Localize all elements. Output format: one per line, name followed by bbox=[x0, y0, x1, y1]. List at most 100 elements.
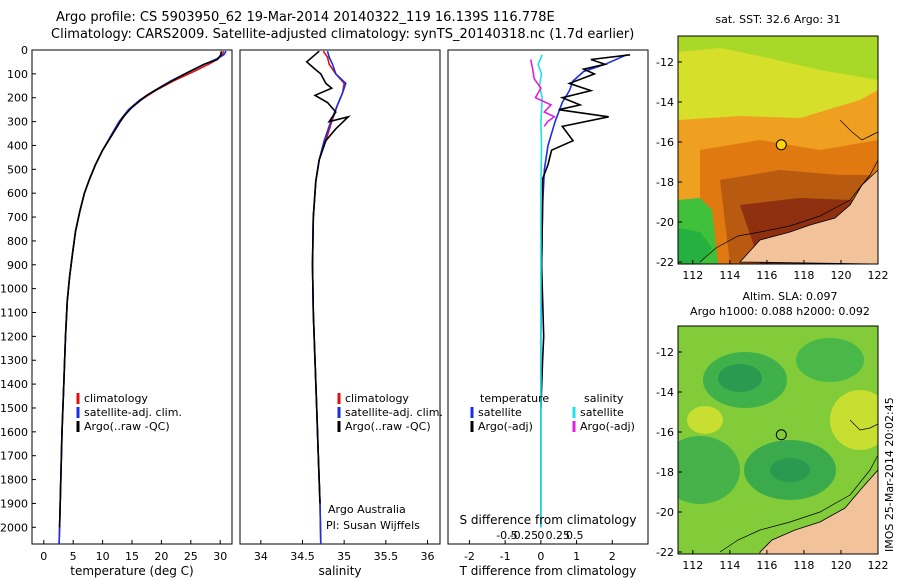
sla-map-panel: Altim. SLA: 0.097 Argo h1000: 0.088 h200… bbox=[656, 290, 889, 572]
lat-tick-label: -20 bbox=[656, 506, 674, 519]
salinity-xlabel: salinity bbox=[318, 564, 361, 578]
lat-tick-label: -12 bbox=[656, 346, 674, 359]
temperature-tick-label: 15 bbox=[125, 550, 139, 563]
lon-tick-label: 114 bbox=[719, 269, 740, 282]
lat-tick-label: -18 bbox=[656, 176, 674, 189]
lat-tick-label: -22 bbox=[656, 546, 674, 559]
s-difference-tick-labels: -0.5-0.25 0 0.250.5 bbox=[496, 529, 583, 542]
t-difference-tick-label: 0 bbox=[537, 550, 544, 563]
series-line-temperature-satellite bbox=[540, 54, 627, 528]
depth-tick-label: 1000 bbox=[0, 283, 28, 296]
lon-tick-label: 112 bbox=[682, 559, 703, 572]
t-difference-tick-label: -1 bbox=[500, 550, 511, 563]
series-line-satellite-adj-clim bbox=[311, 50, 347, 545]
series-line-argo-raw-qc bbox=[58, 51, 223, 528]
t-difference-tick-label: 2 bbox=[609, 550, 616, 563]
depth-tick-label: 600 bbox=[7, 187, 28, 200]
t-difference-x-axis: -2 -1 0 1 2 bbox=[464, 540, 616, 563]
legend-label: Argo(..raw -QC) bbox=[84, 420, 170, 433]
legend-label: Argo(..raw -QC) bbox=[345, 420, 431, 433]
salinity-tick-label: 34.5 bbox=[290, 550, 315, 563]
difference-panel: -2 -1 0 1 2 -0.5-0.25 0 0.250.5 temperaturesat… bbox=[447, 49, 649, 578]
depth-tick-label: 800 bbox=[7, 235, 28, 248]
salinity-x-axis: 34 34.5 35 35.5 36 bbox=[254, 540, 435, 563]
depth-tick-label: 1800 bbox=[0, 474, 28, 487]
sst-map-panel: sat. SST: 32.6 Argo: 31 112 114 116 118 120 1… bbox=[656, 13, 888, 282]
depth-tick-label: 1200 bbox=[0, 330, 28, 343]
temperature-tick-label: 25 bbox=[184, 550, 198, 563]
s-difference-tick-label: -0.5 bbox=[496, 529, 517, 542]
sla-map-lon-axis: 112 114 116 118 120 122 bbox=[682, 550, 889, 572]
legend-label: Argo(-adj) bbox=[478, 420, 533, 433]
s-difference-tick-label: -0.25 bbox=[510, 529, 538, 542]
difference-series bbox=[529, 54, 631, 528]
series-line-salinity-argo-adj bbox=[529, 59, 556, 127]
sla-map-subtitle: Argo h1000: 0.088 h2000: 0.092 bbox=[690, 305, 870, 318]
s-difference-tick-label: 0.25 bbox=[546, 529, 571, 542]
legend-group-title: salinity bbox=[584, 392, 624, 405]
depth-tick-label: 1300 bbox=[0, 354, 28, 367]
series-line-argo-raw-qc bbox=[305, 50, 352, 504]
depth-tick-label: 1600 bbox=[0, 426, 28, 439]
sst-map-title: sat. SST: 32.6 Argo: 31 bbox=[715, 13, 840, 26]
imos-timestamp: IMOS 25-Mar-2014 20:02:45 bbox=[883, 397, 896, 552]
lat-tick-label: -16 bbox=[656, 136, 674, 149]
difference-axes-frame bbox=[447, 49, 649, 545]
lon-tick-label: 116 bbox=[756, 269, 777, 282]
depth-tick-label: 200 bbox=[7, 92, 28, 105]
difference-legend: temperaturesatelliteArgo(-adj)salinitysa… bbox=[470, 392, 635, 433]
depth-tick-label: 1100 bbox=[0, 307, 28, 320]
series-line-temperature-argo-adj bbox=[540, 54, 631, 409]
depth-tick-label: 100 bbox=[7, 68, 28, 81]
s-difference-label: S difference from climatology bbox=[460, 513, 637, 527]
depth-tick-label: 0 bbox=[21, 44, 28, 57]
lon-tick-label: 122 bbox=[868, 269, 889, 282]
temperature-tick-label: 20 bbox=[154, 550, 168, 563]
lon-tick-label: 120 bbox=[830, 269, 851, 282]
lon-tick-label: 120 bbox=[830, 559, 851, 572]
t-difference-xlabel: T difference from climatology bbox=[459, 564, 637, 578]
sla-field bbox=[678, 326, 878, 554]
legend-label: satellite bbox=[478, 406, 522, 419]
sla-map-frame bbox=[677, 325, 879, 555]
annotation-argo-australia: Argo Australia bbox=[328, 503, 406, 516]
lon-tick-label: 118 bbox=[793, 559, 814, 572]
temperature-series bbox=[58, 50, 227, 545]
salinity-tick-label: 34 bbox=[254, 550, 268, 563]
salinity-tick-label: 35.5 bbox=[374, 550, 399, 563]
lon-tick-label: 116 bbox=[756, 559, 777, 572]
depth-tick-label: 2000 bbox=[0, 521, 28, 534]
lat-tick-label: -14 bbox=[656, 96, 674, 109]
salinity-tick-label: 35 bbox=[337, 550, 351, 563]
depth-tick-label: 1900 bbox=[0, 497, 28, 510]
lat-tick-label: -22 bbox=[656, 256, 674, 269]
s-difference-tick-label: 0 bbox=[537, 529, 544, 542]
legend-label: satellite-adj. clim. bbox=[345, 406, 443, 419]
temperature-tick-label: 10 bbox=[96, 550, 110, 563]
salinity-panel: 34 34.5 35 35.5 36 climatologysatellite-adj.… bbox=[239, 49, 443, 578]
legend-group-title: temperature bbox=[480, 392, 549, 405]
legend-label: Argo(-adj) bbox=[580, 420, 635, 433]
lat-tick-label: -14 bbox=[656, 386, 674, 399]
figure-title-line-1: Argo profile: CS 5903950_62 19-Mar-2014 … bbox=[56, 10, 555, 25]
temperature-axes-frame bbox=[31, 49, 233, 545]
depth-tick-label: 500 bbox=[7, 163, 28, 176]
depth-tick-label: 400 bbox=[7, 139, 28, 152]
legend-label: climatology bbox=[84, 392, 148, 405]
depth-tick-label: 1700 bbox=[0, 450, 28, 463]
series-line-salinity-satellite bbox=[537, 54, 544, 528]
sst-map-lon-axis: 112 114 116 118 120 122 bbox=[682, 260, 889, 282]
sst-field bbox=[678, 36, 878, 264]
annotation-pi: PI: Susan Wijffels bbox=[326, 519, 420, 532]
temperature-tick-label: 5 bbox=[70, 550, 77, 563]
lat-tick-label: -16 bbox=[656, 426, 674, 439]
sla-argo-location-marker bbox=[775, 429, 787, 441]
temperature-tick-label: 0 bbox=[40, 550, 47, 563]
legend-label: satellite bbox=[580, 406, 624, 419]
lon-tick-label: 118 bbox=[793, 269, 814, 282]
temperature-panel: 0100200300400500600700800900100011001200… bbox=[0, 44, 233, 578]
t-difference-tick-label: 1 bbox=[573, 550, 580, 563]
lon-tick-label: 122 bbox=[868, 559, 889, 572]
